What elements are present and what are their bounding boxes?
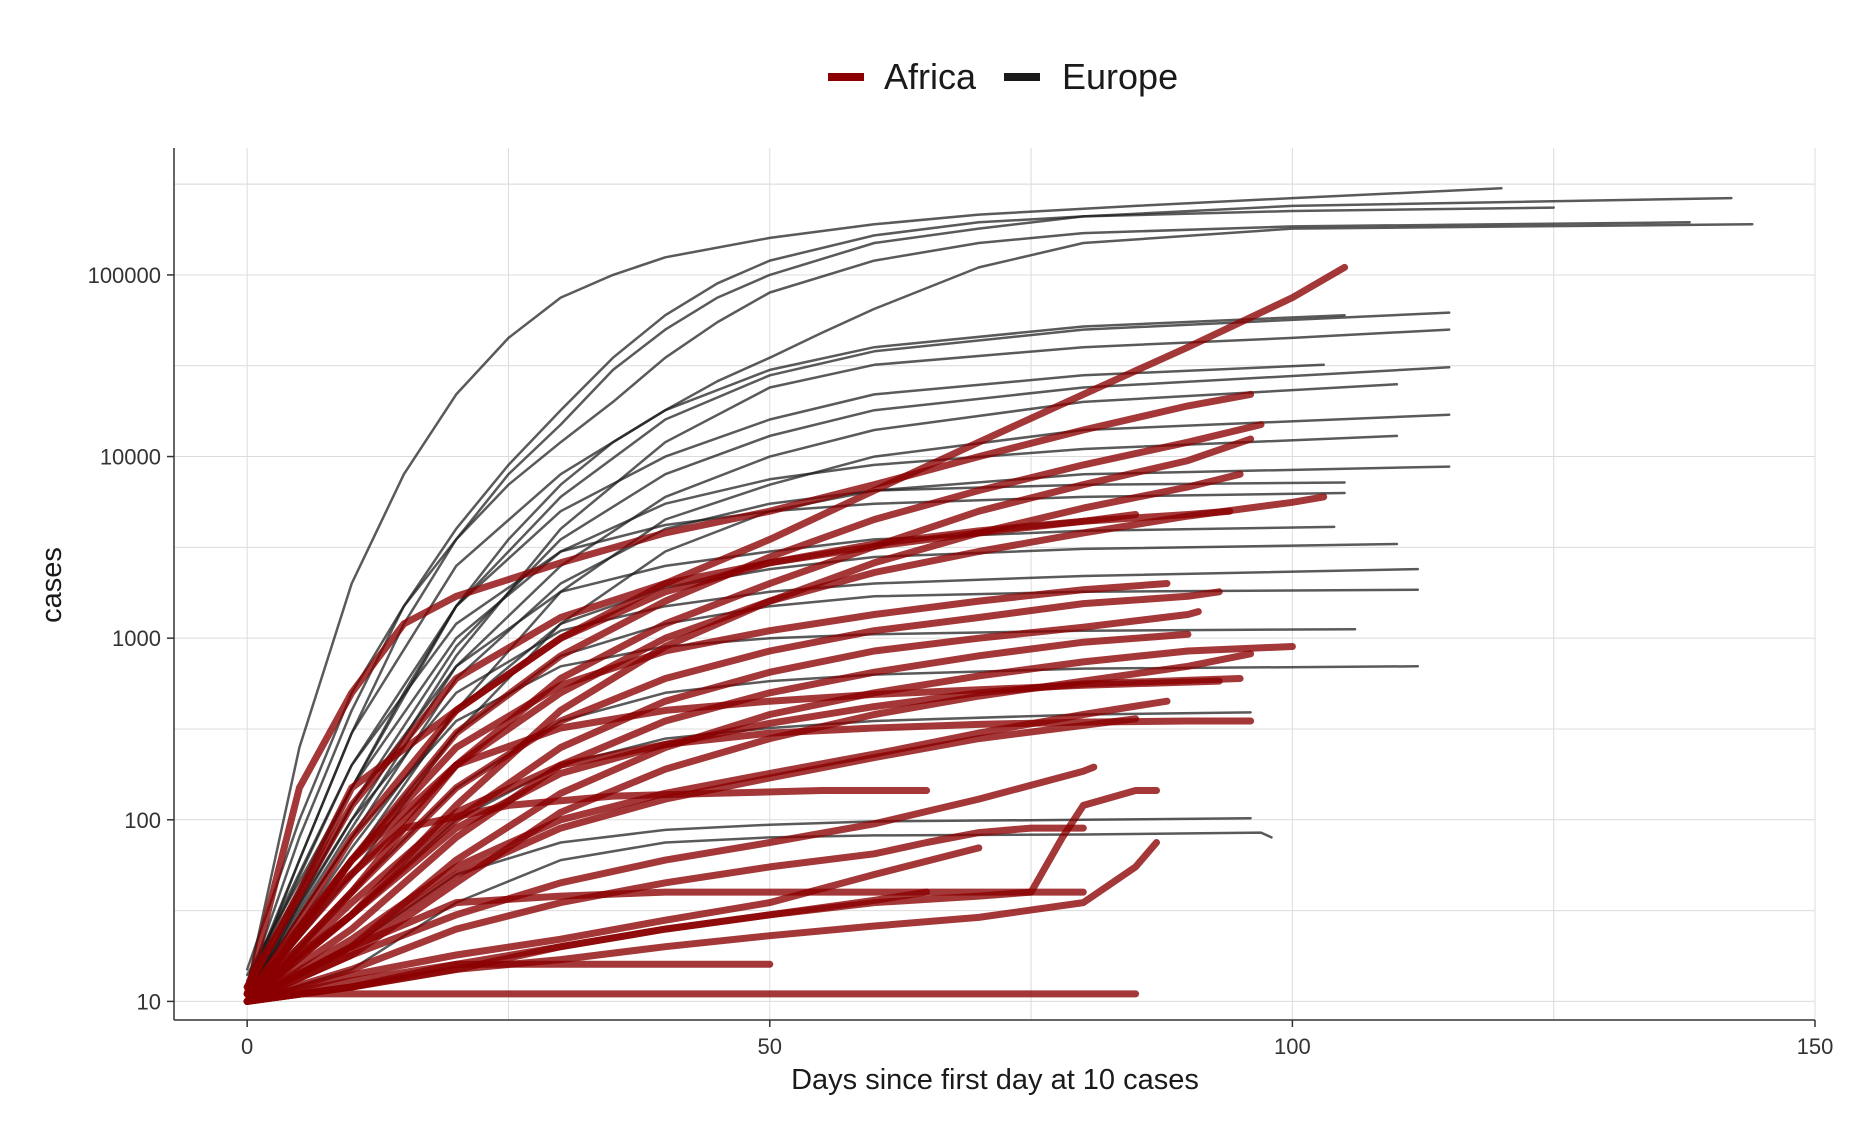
series-line-africa-21 — [243, 763, 1098, 1005]
y-tick-label: 100 — [124, 808, 161, 833]
series-line-africa-16 — [243, 677, 1223, 998]
series-line-africa-19 — [243, 697, 1171, 1005]
y-tick-label: 100000 — [88, 263, 161, 288]
series-line-africa-14 — [243, 650, 1255, 1005]
series-line-africa-18 — [243, 715, 1140, 1005]
x-tick-label: 50 — [758, 1034, 782, 1059]
series-line-africa-4 — [243, 435, 1255, 1005]
series-line-europe-1 — [245, 187, 1503, 989]
series-line-europe-12 — [245, 413, 1451, 1003]
series-line-europe-7 — [245, 311, 1451, 977]
series-line-africa-9 — [243, 580, 1171, 1005]
y-tick-label: 1000 — [112, 626, 161, 651]
series-line-europe-19 — [245, 567, 1420, 989]
axes — [167, 148, 1816, 1027]
series-line-africa-25 — [243, 888, 931, 1005]
series-line-africa-27 — [243, 844, 983, 1005]
y-axis-title: cases — [36, 547, 68, 623]
series-line-africa-1 — [243, 263, 1349, 991]
legend-label-europe: Europe — [1062, 56, 1178, 97]
series-line-africa-11 — [243, 608, 1202, 998]
x-tick-label: 0 — [241, 1034, 253, 1059]
series-line-africa-2 — [243, 390, 1255, 998]
x-tick-label: 150 — [1797, 1034, 1834, 1059]
series-line-africa-8 — [243, 511, 1140, 991]
series-line-europe-18 — [245, 542, 1399, 1003]
legend-label-africa: Africa — [884, 56, 977, 97]
series-line-africa-26 — [243, 888, 1087, 1005]
series-line-europe-13 — [245, 434, 1399, 989]
tick-labels: 0 50 100 150 10 100 1000 10000 100000 — [88, 263, 1834, 1059]
series-line-europe-2 — [245, 196, 1733, 971]
series-group-africa — [243, 263, 1349, 1005]
series-line-europe-9 — [245, 363, 1325, 989]
x-axis-title: Days since first day at 10 cases — [791, 1064, 1199, 1096]
series-line-europe-11 — [245, 383, 1399, 996]
y-tick-label: 10000 — [100, 445, 161, 470]
y-tick-label: 10 — [137, 989, 161, 1014]
series-line-europe-14 — [245, 481, 1346, 996]
series-line-europe-10 — [245, 366, 1451, 1003]
series-line-africa-28 — [243, 960, 774, 1005]
series-line-africa-22 — [243, 824, 1087, 1005]
legend: Africa Europe — [828, 56, 1178, 97]
series-line-africa-3 — [243, 421, 1265, 1005]
series-line-europe-4 — [245, 221, 1691, 996]
x-tick-label: 100 — [1274, 1034, 1311, 1059]
series-line-europe-6 — [245, 313, 1346, 989]
series-group-europe — [245, 187, 1754, 1003]
series-line-africa-20 — [243, 787, 931, 1005]
